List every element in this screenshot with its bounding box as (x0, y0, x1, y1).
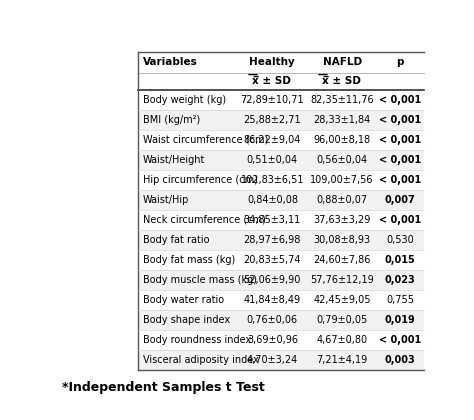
Text: 52,06±9,90: 52,06±9,90 (244, 275, 301, 285)
Text: 0,019: 0,019 (385, 315, 416, 325)
Text: 7,21±4,19: 7,21±4,19 (317, 355, 368, 365)
Text: ͞x̅ ± SD: ͞x̅ ± SD (253, 76, 292, 86)
Text: 102,83±6,51: 102,83±6,51 (241, 175, 304, 185)
Text: BMI (kg/m²): BMI (kg/m²) (143, 115, 200, 125)
Text: 0,755: 0,755 (386, 295, 414, 305)
Text: 37,63±3,29: 37,63±3,29 (313, 215, 371, 225)
Text: Body muscle mass (kg): Body muscle mass (kg) (143, 275, 257, 285)
Text: 30,08±8,93: 30,08±8,93 (314, 235, 371, 245)
Text: < 0,001: < 0,001 (379, 115, 421, 125)
Text: 86,22±9,04: 86,22±9,04 (244, 135, 301, 145)
Text: Variables: Variables (143, 58, 198, 67)
Text: 0,015: 0,015 (385, 255, 416, 265)
Text: 20,83±5,74: 20,83±5,74 (244, 255, 301, 265)
Text: ͞x̅ ± SD: ͞x̅ ± SD (323, 76, 362, 86)
Text: 3,69±0,96: 3,69±0,96 (247, 335, 298, 345)
Bar (138, 150, 423, 170)
Text: 34,85±3,11: 34,85±3,11 (244, 215, 301, 225)
Text: Waist/Height: Waist/Height (143, 155, 205, 165)
Text: Body weight (kg): Body weight (kg) (143, 94, 226, 105)
Bar (138, 310, 423, 330)
Text: NAFLD: NAFLD (323, 58, 362, 67)
Text: < 0,001: < 0,001 (379, 335, 421, 345)
Text: 96,00±8,18: 96,00±8,18 (314, 135, 371, 145)
Text: Waist circumference (cm): Waist circumference (cm) (143, 135, 268, 145)
Text: Healthy: Healthy (249, 58, 295, 67)
Text: p: p (396, 58, 404, 67)
Text: Body roundness index: Body roundness index (143, 335, 251, 345)
Text: < 0,001: < 0,001 (379, 135, 421, 145)
Text: 0,84±0,08: 0,84±0,08 (247, 195, 298, 205)
Text: *Independent Samples t Test: *Independent Samples t Test (63, 381, 265, 394)
Text: Body water ratio: Body water ratio (143, 295, 224, 305)
Text: Neck circumference (cm): Neck circumference (cm) (143, 215, 266, 225)
Text: Hip circumference (cm): Hip circumference (cm) (143, 175, 258, 185)
Text: 109,00±7,56: 109,00±7,56 (310, 175, 374, 185)
Text: 25,88±2,71: 25,88±2,71 (244, 115, 301, 125)
Text: 41,84±8,49: 41,84±8,49 (244, 295, 301, 305)
Bar (138, 270, 423, 290)
Text: 0,023: 0,023 (385, 275, 416, 285)
Text: < 0,001: < 0,001 (379, 94, 421, 105)
Text: 0,88±0,07: 0,88±0,07 (317, 195, 368, 205)
Text: Visceral adiposity index: Visceral adiposity index (143, 355, 259, 365)
Text: 4,67±0,80: 4,67±0,80 (317, 335, 368, 345)
Bar (138, 350, 423, 370)
Text: 82,35±11,76: 82,35±11,76 (310, 94, 374, 105)
Text: 57,76±12,19: 57,76±12,19 (310, 275, 374, 285)
Text: 0,56±0,04: 0,56±0,04 (317, 155, 368, 165)
Text: 0,51±0,04: 0,51±0,04 (247, 155, 298, 165)
Text: 28,33±1,84: 28,33±1,84 (313, 115, 371, 125)
Bar (138, 190, 423, 210)
Text: 0,79±0,05: 0,79±0,05 (317, 315, 368, 325)
Text: 24,60±7,86: 24,60±7,86 (313, 255, 371, 265)
Text: 42,45±9,05: 42,45±9,05 (313, 295, 371, 305)
Text: Body shape index: Body shape index (143, 315, 230, 325)
Text: 28,97±6,98: 28,97±6,98 (244, 235, 301, 245)
Text: 0,007: 0,007 (385, 195, 416, 205)
Text: 0,003: 0,003 (385, 355, 416, 365)
Text: 72,89±10,71: 72,89±10,71 (241, 94, 304, 105)
Bar (138, 230, 423, 250)
Text: Waist/Hip: Waist/Hip (143, 195, 189, 205)
Text: < 0,001: < 0,001 (379, 215, 421, 225)
Bar (138, 110, 423, 130)
Text: < 0,001: < 0,001 (379, 155, 421, 165)
Text: 0,530: 0,530 (386, 235, 414, 245)
Text: 4,70±3,24: 4,70±3,24 (247, 355, 298, 365)
Text: < 0,001: < 0,001 (379, 175, 421, 185)
Text: 0,76±0,06: 0,76±0,06 (247, 315, 298, 325)
Text: Body fat ratio: Body fat ratio (143, 235, 210, 245)
Text: Body fat mass (kg): Body fat mass (kg) (143, 255, 235, 265)
